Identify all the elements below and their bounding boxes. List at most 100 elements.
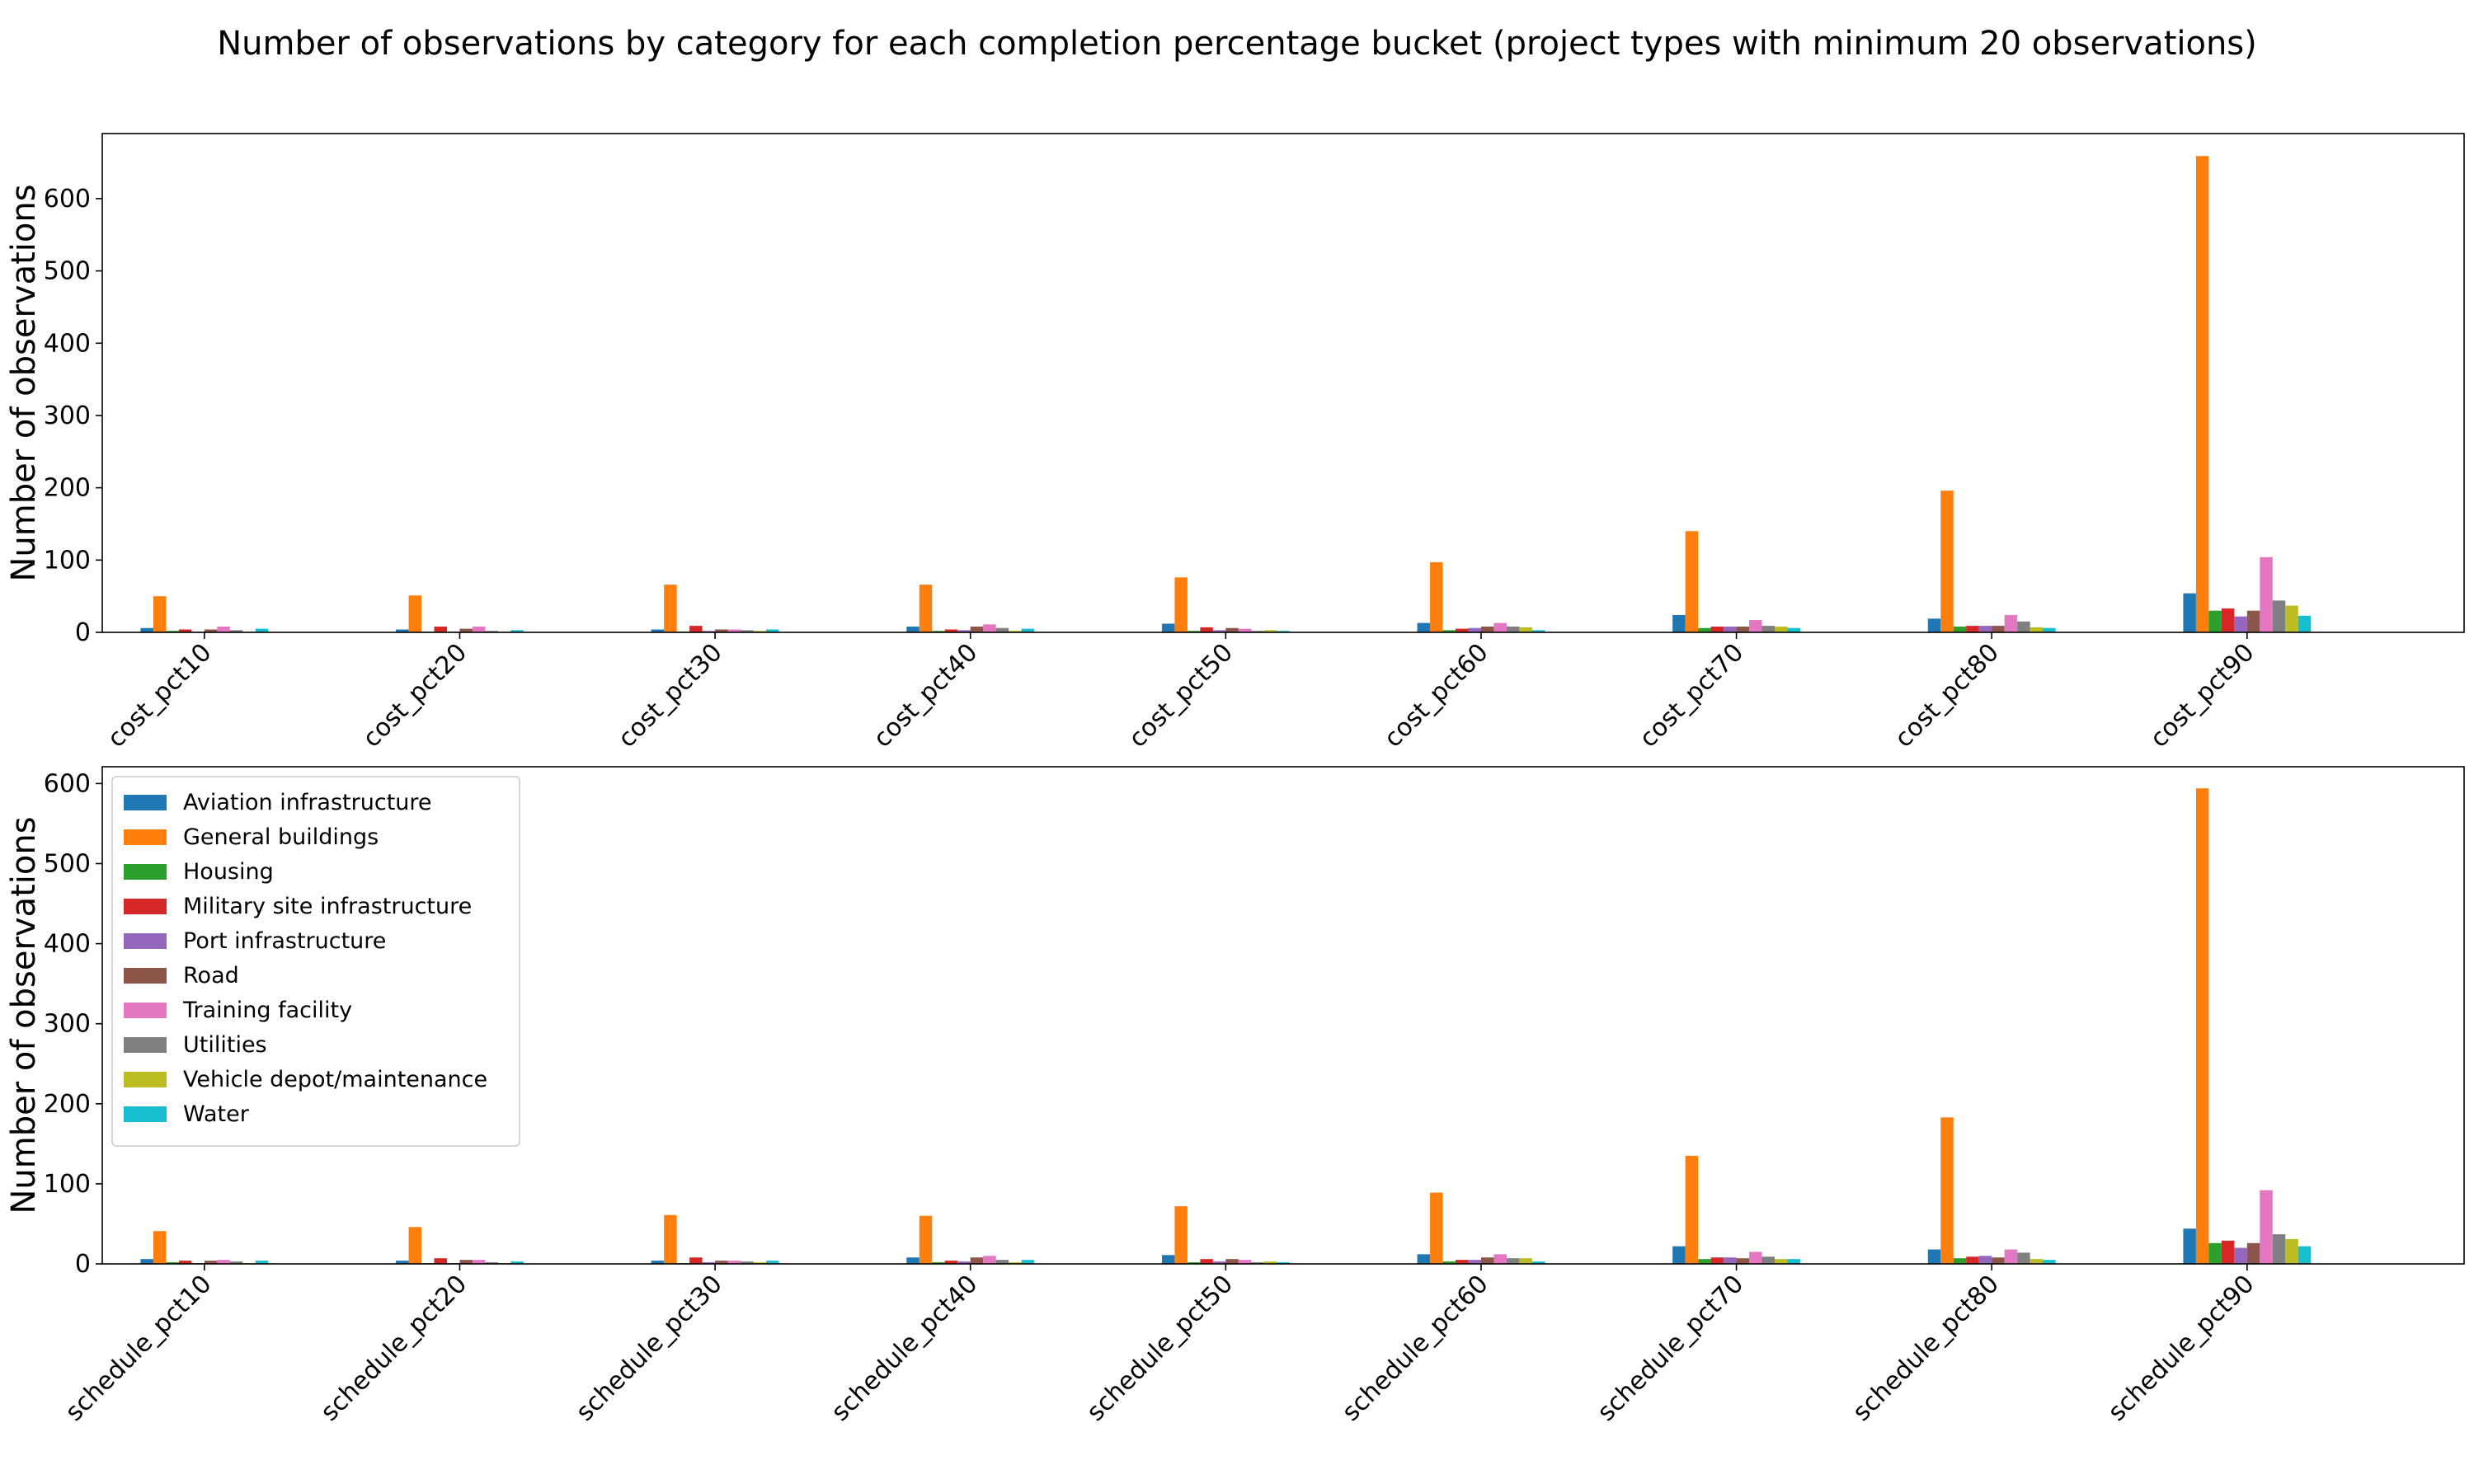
bar-0-5-2	[715, 629, 728, 632]
bar-1-6-5	[1493, 1254, 1507, 1264]
bar-1-6-1	[472, 1260, 486, 1264]
bar-0-9-4	[1277, 631, 1290, 632]
bar-0-0-7	[1927, 618, 1941, 632]
bar-0-0-6	[1672, 614, 1686, 632]
bar-1-7-4	[1251, 1262, 1264, 1264]
bar-1-5-0	[204, 1261, 218, 1264]
bar-1-8-3	[1009, 1262, 1022, 1264]
bar-0-6-2	[727, 629, 741, 632]
bar-0-8-7	[2030, 627, 2044, 632]
y-tick-label-1-1: 100	[44, 1170, 91, 1199]
bar-1-0-0	[140, 1259, 153, 1264]
bar-0-2-8	[2208, 610, 2222, 632]
bar-1-2-6	[1698, 1259, 1711, 1264]
bar-1-6-6	[1749, 1252, 1762, 1264]
bar-1-2-5	[1442, 1261, 1456, 1264]
bar-1-7-5	[1506, 1258, 1520, 1264]
bar-1-7-2	[741, 1261, 754, 1264]
y-tick-label-0-4: 400	[44, 329, 91, 358]
bar-0-2-7	[1953, 626, 1967, 632]
bar-1-7-0	[229, 1261, 243, 1264]
bar-0-6-7	[2004, 614, 2018, 632]
bar-0-7-0	[229, 630, 243, 632]
bar-1-8-4	[1263, 1261, 1277, 1264]
bar-1-1-4	[1174, 1206, 1188, 1264]
bar-0-4-5	[1468, 627, 1481, 632]
y-tick-label-0-3: 300	[44, 402, 91, 430]
bar-0-3-0	[178, 629, 192, 632]
bar-1-3-2	[689, 1257, 703, 1264]
bar-0-3-7	[1966, 626, 1979, 632]
legend-box	[111, 776, 520, 1147]
legend-label-7: Utilities	[183, 1032, 267, 1058]
bar-0-3-4	[1200, 627, 1213, 632]
bar-1-1-8	[2195, 788, 2209, 1264]
bar-0-9-0	[255, 628, 269, 632]
bar-0-5-8	[2246, 610, 2260, 632]
bar-1-8-5	[1519, 1258, 1532, 1264]
bar-1-3-5	[1455, 1260, 1469, 1264]
bar-0-7-6	[1761, 626, 1776, 632]
bar-0-9-8	[2298, 615, 2312, 632]
legend-label-0: Aviation infrastructure	[183, 790, 432, 815]
bar-1-9-1	[510, 1261, 524, 1264]
bar-0-8-8	[2285, 605, 2298, 632]
bar-0-7-3	[995, 627, 1009, 632]
bar-0-4-7	[1978, 626, 1992, 632]
bar-1-9-6	[1787, 1259, 1800, 1264]
bar-0-0-1	[396, 629, 409, 632]
bar-0-3-5	[1455, 628, 1469, 632]
chart-title: Number of observations by category for e…	[217, 25, 2257, 63]
bar-0-4-2	[702, 631, 716, 632]
bar-1-9-4	[1277, 1262, 1290, 1264]
y-tick-label-0-0: 0	[75, 618, 91, 647]
bar-1-6-4	[1238, 1260, 1252, 1264]
bar-1-8-8	[2285, 1238, 2298, 1264]
bar-0-8-3	[1009, 631, 1022, 632]
bar-0-6-3	[983, 624, 996, 632]
bar-1-0-8	[2183, 1228, 2196, 1264]
y-tick-label-1-6: 600	[44, 769, 91, 798]
bar-0-1-3	[919, 585, 933, 632]
bar-1-4-8	[2234, 1247, 2247, 1264]
y-tick-label-0-6: 600	[44, 185, 91, 214]
bar-0-9-6	[1787, 627, 1800, 632]
bar-1-2-7	[1953, 1258, 1967, 1264]
bar-1-3-8	[2221, 1240, 2235, 1264]
bar-0-6-8	[2260, 556, 2273, 632]
bar-0-3-1	[434, 626, 447, 632]
bar-0-0-8	[2183, 593, 2196, 632]
legend-label-2: Housing	[183, 859, 274, 885]
bar-0-0-2	[651, 629, 665, 632]
legend-swatch-6	[124, 1003, 167, 1018]
bar-1-5-8	[2246, 1242, 2260, 1264]
bar-0-5-1	[459, 628, 473, 632]
bar-1-6-3	[983, 1256, 996, 1264]
bar-1-7-7	[2017, 1252, 2030, 1264]
bar-1-5-7	[1992, 1257, 2005, 1264]
bar-0-1-7	[1940, 491, 1954, 632]
bar-1-2-0	[166, 1262, 179, 1264]
bar-1-2-4	[1187, 1262, 1201, 1264]
bar-1-4-2	[702, 1262, 716, 1264]
y-tick-label-1-2: 200	[44, 1090, 91, 1119]
bar-1-7-3	[995, 1260, 1009, 1264]
bar-0-9-3	[1021, 628, 1035, 632]
bar-1-7-8	[2272, 1234, 2286, 1264]
bar-1-5-6	[1736, 1258, 1750, 1264]
bar-0-5-7	[1992, 626, 2005, 632]
bar-1-7-1	[485, 1262, 498, 1264]
bar-1-9-0	[255, 1261, 269, 1264]
legend-swatch-8	[124, 1072, 167, 1087]
bar-0-8-6	[1775, 626, 1788, 632]
bar-1-5-2	[715, 1261, 728, 1264]
legend-label-1: General buildings	[183, 824, 379, 850]
bar-0-4-8	[2234, 616, 2247, 632]
bar-1-9-2	[766, 1261, 779, 1264]
bar-0-7-5	[1506, 626, 1520, 632]
bar-0-8-5	[1519, 627, 1532, 632]
axes-frame-1	[101, 766, 2465, 1265]
bar-1-3-4	[1200, 1259, 1213, 1264]
legend-swatch-0	[124, 795, 167, 810]
legend-swatch-4	[124, 933, 167, 949]
